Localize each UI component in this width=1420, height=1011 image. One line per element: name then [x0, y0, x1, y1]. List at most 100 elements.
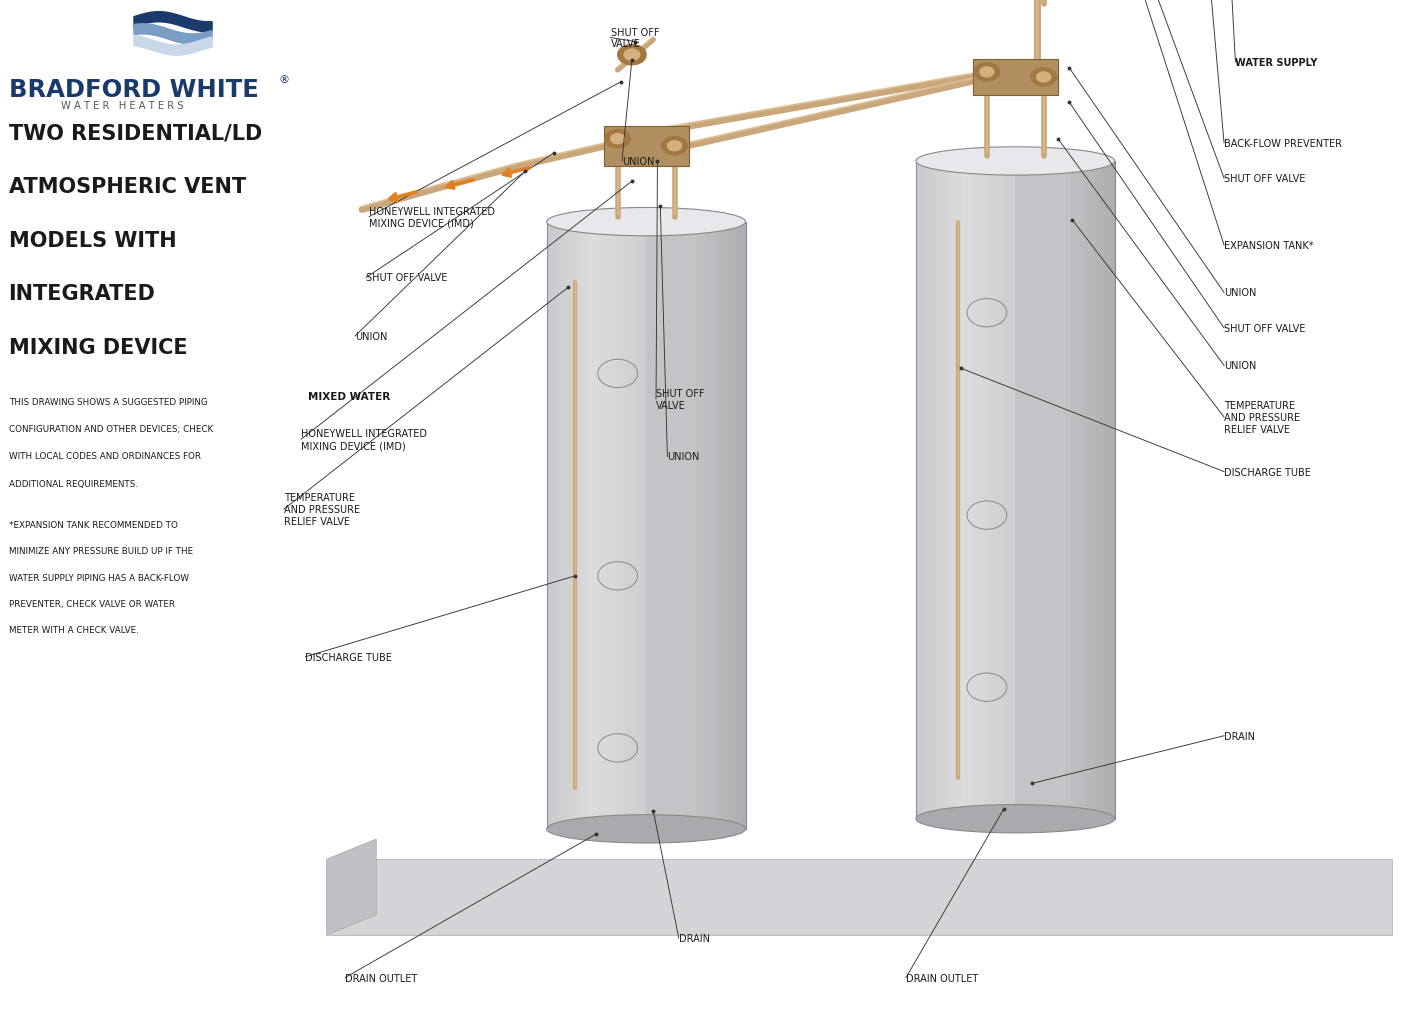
- Bar: [741, 222, 746, 829]
- Bar: [652, 222, 656, 829]
- Bar: [716, 222, 720, 829]
- Bar: [1081, 162, 1085, 819]
- Bar: [692, 222, 696, 829]
- Text: ATMOSPHERIC VENT: ATMOSPHERIC VENT: [9, 177, 246, 197]
- Text: DRAIN: DRAIN: [679, 933, 710, 943]
- Bar: [951, 162, 956, 819]
- Text: HONEYWELL INTEGRATED
MIXING DEVICE (IMD): HONEYWELL INTEGRATED MIXING DEVICE (IMD): [369, 206, 496, 228]
- Bar: [941, 162, 946, 819]
- Bar: [606, 222, 612, 829]
- Text: SHUT OFF VALVE: SHUT OFF VALVE: [1224, 174, 1305, 184]
- Text: UNION: UNION: [622, 157, 655, 167]
- Bar: [1055, 162, 1059, 819]
- Circle shape: [611, 134, 625, 145]
- Bar: [1065, 162, 1071, 819]
- Bar: [596, 222, 602, 829]
- Text: WITH LOCAL CODES AND ORDINANCES FOR: WITH LOCAL CODES AND ORDINANCES FOR: [9, 452, 200, 461]
- Bar: [971, 162, 976, 819]
- Text: ADDITIONAL REQUIREMENTS.: ADDITIONAL REQUIREMENTS.: [9, 479, 138, 488]
- Bar: [582, 222, 586, 829]
- Text: SHUT OFF
VALVE: SHUT OFF VALVE: [656, 388, 704, 410]
- Bar: [682, 222, 686, 829]
- Text: W A T E R   H E A T E R S: W A T E R H E A T E R S: [61, 101, 183, 111]
- Text: DRAIN: DRAIN: [1224, 731, 1255, 741]
- Bar: [611, 222, 616, 829]
- Bar: [642, 222, 646, 829]
- Circle shape: [1031, 69, 1056, 87]
- Bar: [1051, 162, 1055, 819]
- Bar: [666, 222, 672, 829]
- Ellipse shape: [916, 805, 1115, 833]
- Bar: [1095, 162, 1099, 819]
- Polygon shape: [327, 859, 1392, 935]
- Bar: [706, 222, 710, 829]
- Bar: [572, 222, 577, 829]
- Text: HONEYWELL INTEGRATED
MIXING DEVICE (IMD): HONEYWELL INTEGRATED MIXING DEVICE (IMD): [301, 429, 427, 451]
- Text: BRADFORD WHITE: BRADFORD WHITE: [9, 78, 258, 102]
- Bar: [916, 162, 920, 819]
- Text: ®: ®: [278, 75, 290, 85]
- Text: DRAIN OUTLET: DRAIN OUTLET: [906, 973, 978, 983]
- Text: EXPANSION TANK*: EXPANSION TANK*: [1224, 241, 1314, 251]
- Text: BACK-FLOW PREVENTER: BACK-FLOW PREVENTER: [1224, 139, 1342, 149]
- Text: DISCHARGE TUBE: DISCHARGE TUBE: [305, 652, 392, 662]
- Bar: [592, 222, 596, 829]
- Bar: [1059, 162, 1065, 819]
- Circle shape: [1037, 73, 1051, 83]
- Bar: [1045, 162, 1049, 819]
- Bar: [672, 222, 676, 829]
- Bar: [995, 162, 1000, 819]
- Bar: [701, 222, 706, 829]
- Bar: [1025, 162, 1031, 819]
- Bar: [567, 222, 572, 829]
- Text: MIXING DEVICE: MIXING DEVICE: [9, 338, 187, 358]
- Bar: [730, 222, 736, 829]
- Bar: [626, 222, 632, 829]
- Bar: [946, 162, 951, 819]
- Bar: [1005, 162, 1011, 819]
- Circle shape: [667, 142, 682, 152]
- Bar: [960, 162, 966, 819]
- Text: UNION: UNION: [1224, 288, 1257, 298]
- Bar: [604, 126, 689, 167]
- Bar: [1091, 162, 1095, 819]
- Text: MIXED WATER: MIXED WATER: [308, 391, 390, 401]
- Text: UNION: UNION: [667, 452, 700, 462]
- Bar: [711, 222, 716, 829]
- Text: TEMPERATURE
AND PRESSURE
RELIEF VALVE: TEMPERATURE AND PRESSURE RELIEF VALVE: [1224, 401, 1301, 434]
- Bar: [557, 222, 562, 829]
- Bar: [966, 162, 971, 819]
- Circle shape: [625, 50, 640, 62]
- Bar: [686, 222, 692, 829]
- Text: SHUT OFF VALVE: SHUT OFF VALVE: [366, 273, 447, 283]
- Bar: [636, 222, 642, 829]
- Bar: [662, 222, 666, 829]
- Bar: [562, 222, 567, 829]
- Bar: [696, 222, 701, 829]
- Text: TWO RESIDENTIAL/LD: TWO RESIDENTIAL/LD: [9, 123, 261, 144]
- Text: SHUT OFF
VALVE: SHUT OFF VALVE: [611, 27, 659, 50]
- Bar: [1035, 162, 1041, 819]
- Bar: [577, 222, 582, 829]
- Ellipse shape: [547, 208, 746, 237]
- Bar: [1105, 162, 1110, 819]
- Bar: [916, 162, 1115, 819]
- Bar: [956, 162, 960, 819]
- Bar: [1041, 162, 1045, 819]
- Text: INTEGRATED: INTEGRATED: [9, 284, 155, 304]
- Circle shape: [662, 137, 687, 156]
- Bar: [922, 162, 926, 819]
- Text: MODELS WITH: MODELS WITH: [9, 231, 176, 251]
- Bar: [1000, 162, 1005, 819]
- Text: MINIMIZE ANY PRESSURE BUILD UP IF THE: MINIMIZE ANY PRESSURE BUILD UP IF THE: [9, 547, 193, 556]
- Ellipse shape: [916, 148, 1115, 176]
- Circle shape: [618, 45, 646, 66]
- Text: WATER SUPPLY: WATER SUPPLY: [1235, 58, 1318, 68]
- Bar: [936, 162, 941, 819]
- Bar: [1085, 162, 1091, 819]
- Ellipse shape: [547, 815, 746, 843]
- Bar: [980, 162, 985, 819]
- Bar: [973, 60, 1058, 96]
- Bar: [1021, 162, 1025, 819]
- Bar: [1099, 162, 1105, 819]
